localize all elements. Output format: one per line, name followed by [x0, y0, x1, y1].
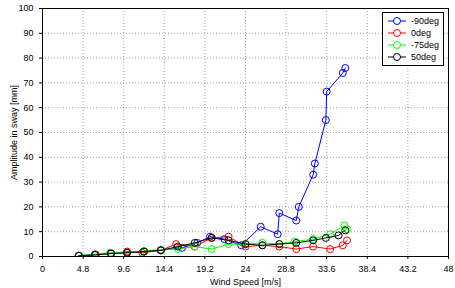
svg-text:0: 0	[40, 264, 45, 274]
svg-text:60: 60	[23, 103, 33, 113]
svg-text:33.6: 33.6	[318, 264, 336, 274]
svg-text:43.2: 43.2	[399, 264, 417, 274]
svg-text:38.4: 38.4	[359, 264, 377, 274]
html-text:-75deg: -75deg	[411, 40, 439, 50]
svg-text:19.2: 19.2	[196, 264, 214, 274]
svg-text:28.8: 28.8	[277, 264, 295, 274]
html-text:-90deg: -90deg	[411, 16, 439, 26]
svg-text:Amplitude in sway [mm]: Amplitude in sway [mm]	[9, 85, 19, 180]
svg-text:10: 10	[23, 227, 33, 237]
svg-text:4.8: 4.8	[77, 264, 90, 274]
svg-text:Wind Speed [m/s]: Wind Speed [m/s]	[210, 277, 281, 287]
svg-text:70: 70	[23, 78, 33, 88]
svg-text:14.4: 14.4	[156, 264, 174, 274]
svg-text:9.6: 9.6	[117, 264, 130, 274]
svg-text:40: 40	[23, 152, 33, 162]
svg-text:24: 24	[240, 264, 250, 274]
svg-text:20: 20	[23, 202, 33, 212]
svg-text:30: 30	[23, 177, 33, 187]
svg-text:0: 0	[28, 251, 33, 261]
svg-text:90: 90	[23, 28, 33, 38]
html-text:50deg: 50deg	[411, 52, 436, 62]
svg-text:50: 50	[23, 127, 33, 137]
html-text:0deg: 0deg	[411, 28, 431, 38]
svg-text:48: 48	[443, 264, 453, 274]
svg-text:80: 80	[23, 53, 33, 63]
svg-text:100: 100	[18, 3, 33, 13]
